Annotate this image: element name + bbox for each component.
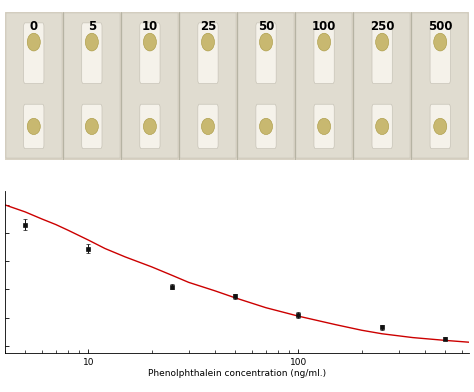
X-axis label: Phenolphthalein concentration (ng/ml.): Phenolphthalein concentration (ng/ml.) — [148, 369, 326, 378]
Ellipse shape — [434, 33, 447, 51]
Ellipse shape — [375, 33, 389, 51]
Ellipse shape — [259, 118, 273, 134]
FancyBboxPatch shape — [198, 104, 218, 149]
Ellipse shape — [259, 33, 273, 51]
Bar — [238, 13, 294, 158]
FancyBboxPatch shape — [430, 23, 450, 83]
Ellipse shape — [85, 118, 99, 134]
Text: 10: 10 — [142, 20, 158, 33]
Bar — [64, 13, 120, 158]
Text: 500: 500 — [428, 20, 453, 33]
Ellipse shape — [201, 118, 215, 134]
Ellipse shape — [318, 118, 331, 134]
Ellipse shape — [201, 33, 215, 51]
Ellipse shape — [143, 33, 156, 51]
Bar — [296, 13, 352, 158]
Ellipse shape — [318, 33, 331, 51]
FancyBboxPatch shape — [314, 104, 334, 149]
FancyBboxPatch shape — [256, 23, 276, 83]
FancyBboxPatch shape — [24, 23, 44, 83]
Ellipse shape — [375, 118, 389, 134]
Bar — [412, 13, 468, 158]
Bar — [6, 13, 62, 158]
FancyBboxPatch shape — [256, 104, 276, 149]
FancyBboxPatch shape — [314, 23, 334, 83]
FancyBboxPatch shape — [140, 104, 160, 149]
Text: 50: 50 — [258, 20, 274, 33]
Ellipse shape — [143, 118, 156, 134]
Ellipse shape — [27, 33, 40, 51]
Bar — [180, 13, 236, 158]
Text: 250: 250 — [370, 20, 394, 33]
FancyBboxPatch shape — [198, 23, 218, 83]
Bar — [354, 13, 410, 158]
FancyBboxPatch shape — [24, 104, 44, 149]
Ellipse shape — [434, 118, 447, 134]
Bar — [122, 13, 178, 158]
Text: 25: 25 — [200, 20, 216, 33]
FancyBboxPatch shape — [82, 23, 102, 83]
Text: 5: 5 — [88, 20, 96, 33]
Ellipse shape — [85, 33, 99, 51]
FancyBboxPatch shape — [372, 23, 392, 83]
FancyBboxPatch shape — [82, 104, 102, 149]
FancyBboxPatch shape — [140, 23, 160, 83]
Text: 0: 0 — [30, 20, 38, 33]
FancyBboxPatch shape — [430, 104, 450, 149]
Ellipse shape — [27, 118, 40, 134]
FancyBboxPatch shape — [372, 104, 392, 149]
Text: 100: 100 — [312, 20, 336, 33]
